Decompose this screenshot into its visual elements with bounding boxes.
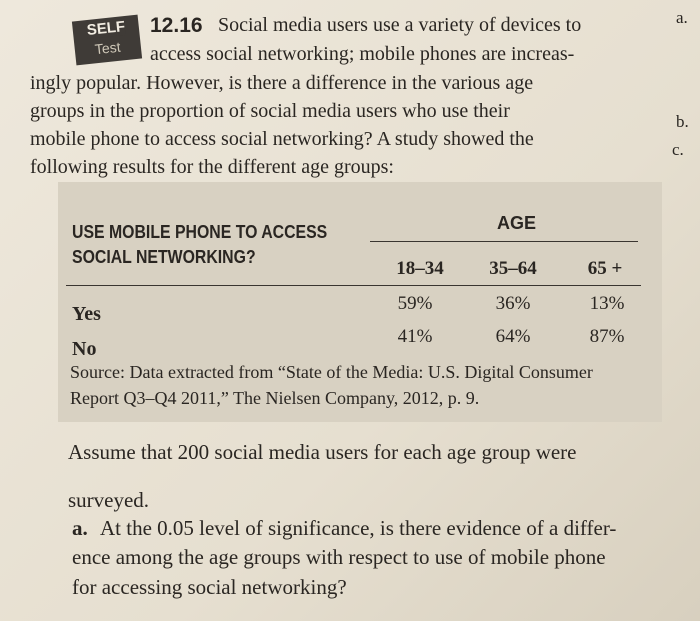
text-line: ingly popular. However, is there a diffe… (30, 72, 534, 94)
group-header: AGE (497, 213, 537, 233)
margin-label: a. (676, 8, 688, 27)
text-line: Social media users use a variety of devi… (218, 14, 582, 36)
column-header: 35–64 (489, 258, 537, 279)
cell: 36% (495, 293, 531, 314)
cell: 41% (397, 326, 433, 347)
source: Source: Data extracted from “State of th… (70, 362, 593, 382)
text-line: following results for the different age … (30, 156, 394, 178)
text-line: surveyed. (68, 488, 150, 512)
margin-label: c. (672, 140, 684, 159)
cell: 59% (397, 293, 433, 314)
part-label: a. (72, 516, 88, 540)
table-panel (58, 182, 662, 422)
row-label: Yes (72, 303, 101, 325)
badge: SELF Test (71, 14, 143, 66)
row-header: USE MOBILE PHONE TO ACCESS (72, 222, 328, 242)
text-line: Assume that 200 social media users for e… (68, 440, 577, 464)
rule (370, 241, 638, 242)
rule (66, 285, 641, 286)
text-line: access social networking; mobile phones … (150, 43, 575, 65)
text-line: mobile phone to access social networking… (30, 128, 534, 150)
source: Report Q3–Q4 2011,” The Nielsen Company,… (70, 388, 480, 408)
row-header: SOCIAL NETWORKING? (72, 247, 256, 267)
cell: 87% (589, 326, 625, 347)
exercise-number: 12.16 (150, 14, 203, 37)
cell: 64% (495, 326, 531, 347)
badge-text: Test (94, 38, 122, 58)
column-header: 65 + (587, 258, 623, 279)
text-line: At the 0.05 level of significance, is th… (100, 516, 617, 540)
column-header: 18–34 (396, 258, 444, 279)
text-line: for accessing social networking? (72, 575, 347, 599)
text-line: ence among the age groups with respect t… (72, 545, 606, 569)
cell: 13% (589, 293, 625, 314)
badge-text: SELF (86, 18, 126, 40)
row-label: No (72, 338, 97, 360)
margin-label: b. (676, 112, 689, 131)
text-line: groups in the proportion of social media… (30, 100, 510, 122)
